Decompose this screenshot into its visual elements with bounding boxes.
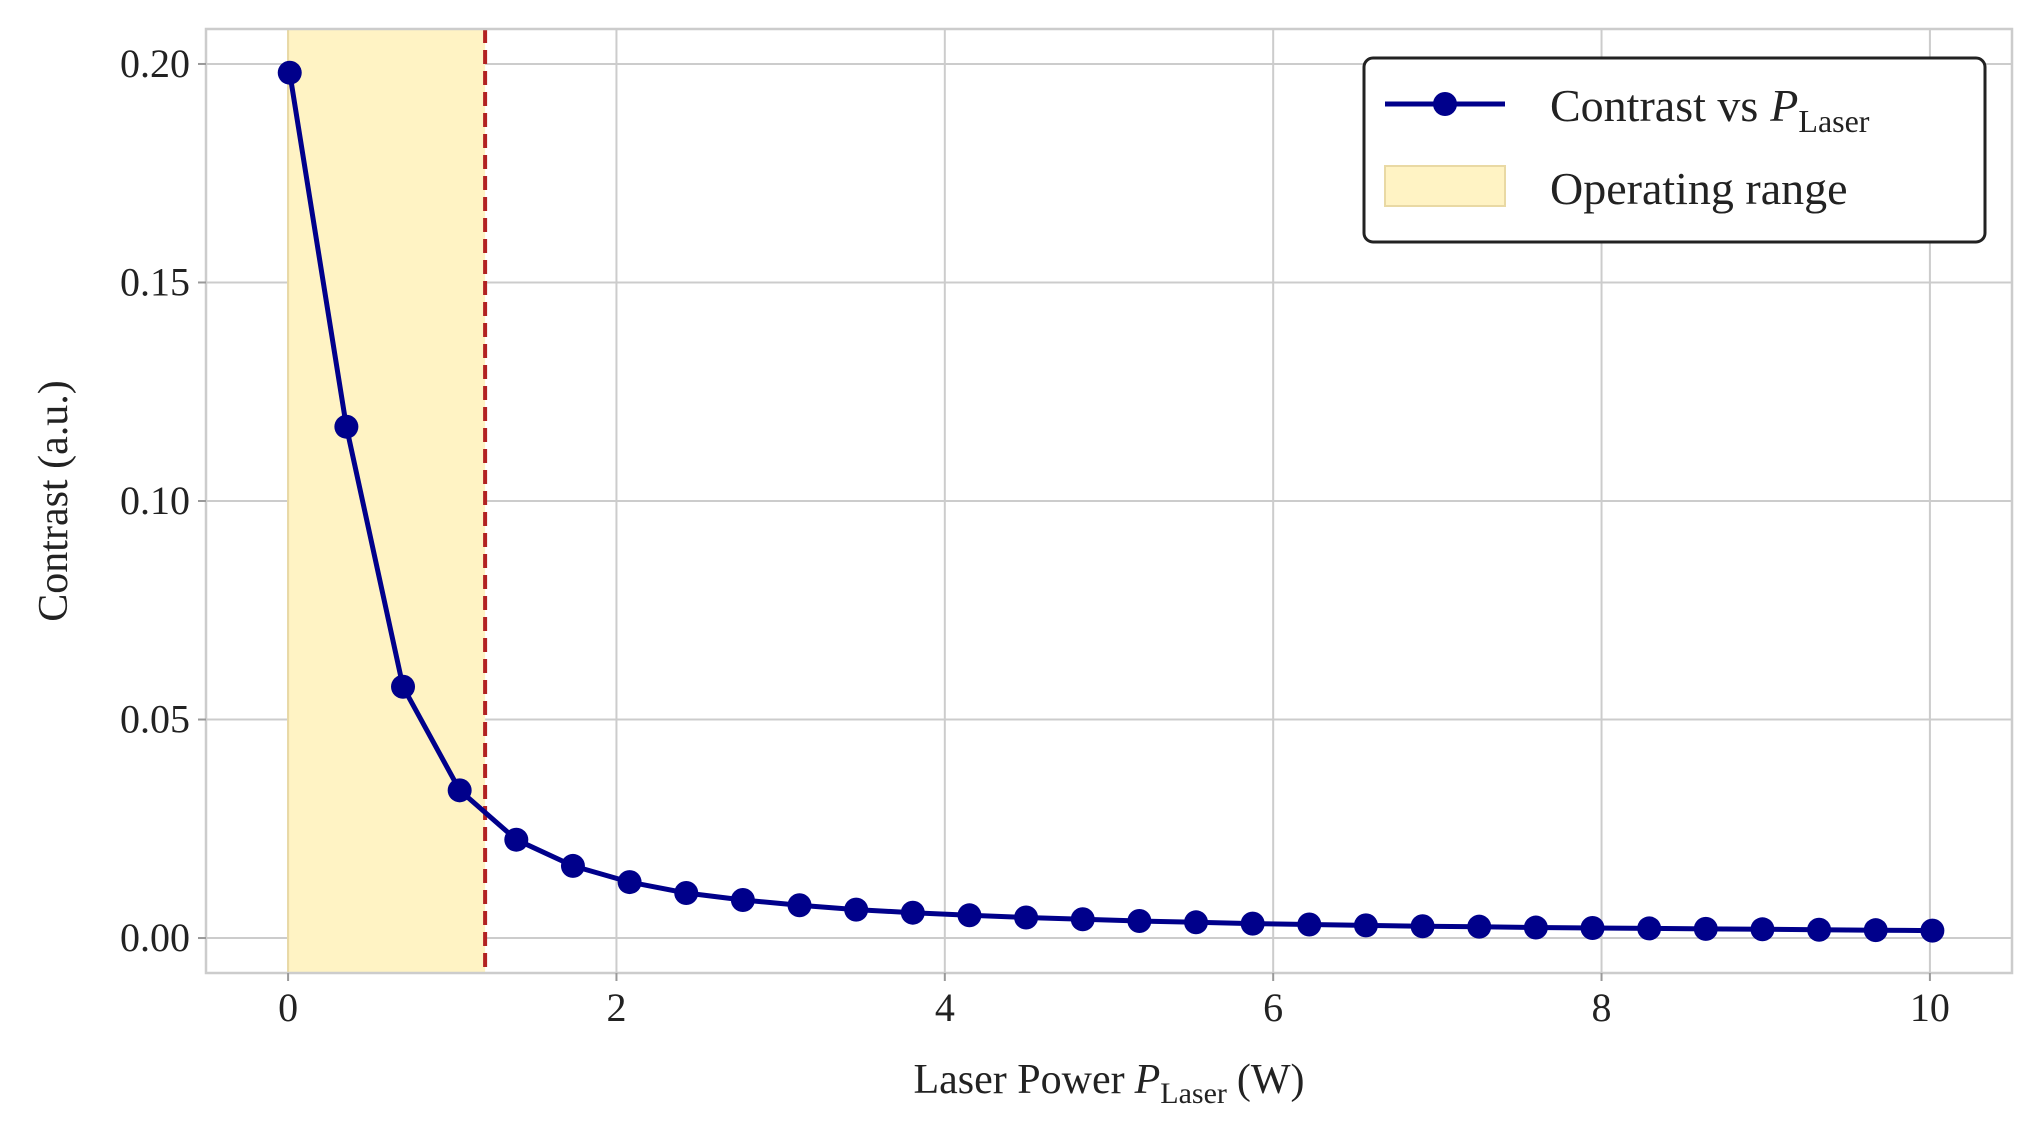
y-tick-label-4: 0.20	[120, 41, 190, 86]
data-point-8	[730, 888, 755, 913]
data-point-10	[844, 897, 869, 922]
data-point-15	[1127, 908, 1152, 933]
y-axis-ticks: 0.00 0.05 0.10 0.15 0.20	[120, 41, 206, 960]
x-axis-title-symbol: P	[1134, 1057, 1161, 1103]
data-point-2	[391, 674, 416, 699]
data-point-11	[900, 900, 925, 925]
x-tick-label-4: 8	[1592, 985, 1612, 1030]
data-point-16	[1184, 910, 1209, 935]
x-axis-title: Laser Power PLaser (W)	[914, 1057, 1305, 1110]
x-axis-ticks: 0 2 4 6 8 10	[278, 973, 1950, 1030]
data-point-9	[787, 893, 812, 918]
data-point-17	[1240, 911, 1265, 936]
operating-range-band	[288, 29, 486, 973]
y-tick-label-0: 0.00	[120, 915, 190, 960]
data-point-20	[1410, 914, 1435, 939]
x-tick-label-3: 6	[1263, 985, 1283, 1030]
data-point-0	[277, 60, 302, 85]
data-point-5	[560, 853, 585, 878]
legend-range-swatch	[1384, 165, 1506, 207]
data-point-19	[1353, 913, 1378, 938]
data-point-22	[1523, 915, 1548, 940]
legend-entry-contrast-subscript: Laser	[1798, 103, 1869, 139]
data-point-26	[1750, 917, 1775, 942]
x-tick-label-5: 10	[1910, 985, 1950, 1030]
data-point-1	[334, 414, 359, 439]
data-point-14	[1070, 907, 1095, 932]
data-point-4	[504, 827, 529, 852]
data-point-18	[1297, 912, 1322, 937]
x-tick-label-1: 2	[606, 985, 626, 1030]
data-point-29	[1920, 918, 1945, 943]
x-axis-title-unit: (W)	[1237, 1057, 1305, 1103]
legend-marker-swatch	[1433, 92, 1457, 116]
x-axis-title-text: Laser Power	[914, 1057, 1125, 1103]
y-tick-label-2: 0.10	[120, 478, 190, 523]
x-tick-label-2: 4	[935, 985, 955, 1030]
data-point-27	[1807, 917, 1832, 942]
legend: Contrast vs PLaser Operating range	[1362, 56, 1987, 244]
x-tick-label-0: 0	[278, 985, 298, 1030]
data-point-28	[1863, 918, 1888, 943]
legend-entry-operating-range: Operating range	[1550, 163, 1848, 214]
legend-entry-contrast-text: Contrast vs	[1550, 80, 1758, 131]
legend-frame	[1362, 56, 1987, 244]
data-point-24	[1637, 916, 1662, 941]
contrast-series-points	[277, 60, 1945, 943]
y-tick-label-1: 0.05	[120, 697, 190, 742]
data-point-13	[1014, 905, 1039, 930]
data-point-3	[447, 778, 472, 803]
data-point-12	[957, 903, 982, 928]
x-axis-title-subscript: Laser	[1160, 1077, 1227, 1110]
data-point-25	[1693, 916, 1718, 941]
data-point-23	[1580, 915, 1605, 940]
y-axis-title: Contrast (a.u.)	[31, 380, 77, 621]
legend-entry-contrast: Contrast vs PLaser	[1550, 80, 1870, 139]
data-point-6	[617, 870, 642, 895]
data-point-21	[1467, 914, 1492, 939]
y-tick-label-3: 0.15	[120, 259, 190, 304]
data-point-7	[674, 881, 699, 906]
legend-entry-contrast-symbol: P	[1769, 80, 1798, 131]
